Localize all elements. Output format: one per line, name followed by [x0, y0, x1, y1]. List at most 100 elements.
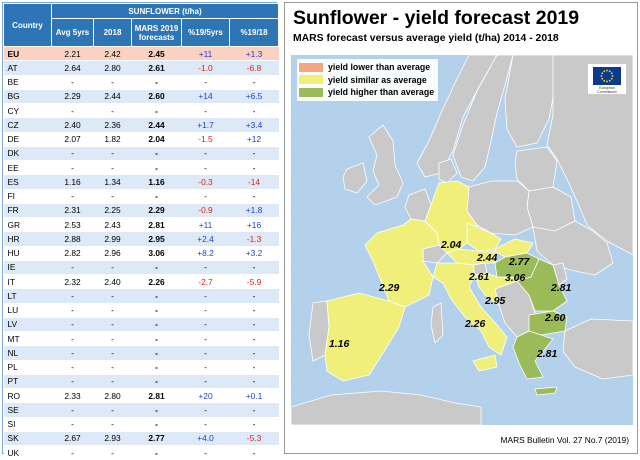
romania-region — [516, 258, 568, 312]
croatia-region — [474, 272, 518, 306]
table-row: DE 2.07 1.82 2.04 -1.5 +12 — [3, 132, 279, 147]
value-label-hungary: 3.06 — [505, 273, 525, 284]
european-commission-logo: European Commission — [587, 63, 627, 95]
cell-y2018: - — [93, 374, 132, 390]
cell-p18: +3.2 — [229, 246, 279, 261]
table-row: EE - - - - - — [3, 160, 279, 176]
cell-avg: 2.29 — [51, 89, 94, 105]
cell-p5: - — [181, 103, 230, 119]
cell-f2019: - — [131, 360, 182, 375]
value-label-spain: 1.16 — [329, 339, 349, 350]
cell-country: IT — [3, 274, 52, 290]
cell-f2019: - — [131, 445, 182, 460]
cell-avg: 2.07 — [51, 132, 94, 147]
cell-f2019: 1.16 — [131, 174, 182, 190]
cell-country: SI — [3, 417, 52, 432]
cell-country: IE — [3, 260, 52, 276]
cell-p5: +1.7 — [181, 117, 230, 133]
table-row: FR 2.31 2.25 2.29 -0.9 +1.8 — [3, 203, 279, 219]
logo-text: European Commission — [597, 86, 617, 94]
cell-p18: - — [229, 160, 279, 176]
cell-country: PT — [3, 374, 52, 390]
ukraine-nodata — [532, 220, 614, 276]
cell-p18: - — [229, 75, 279, 90]
cell-avg: 2.31 — [51, 203, 94, 219]
cell-country: NL — [3, 345, 52, 361]
cell-p5: +2.4 — [181, 231, 230, 247]
cell-avg: - — [51, 345, 94, 361]
cell-y2018: - — [93, 103, 132, 119]
cell-p18: - — [229, 260, 279, 276]
cell-country: CZ — [3, 117, 52, 133]
cell-country: AT — [3, 60, 52, 76]
table-row: LU - - - - - — [3, 303, 279, 318]
cell-country: HR — [3, 231, 52, 247]
cell-country: BE — [3, 75, 52, 90]
cell-p5: - — [181, 303, 230, 318]
table-row: EU 2.21 2.42 2.45 +11 +1.3 — [3, 46, 279, 62]
cell-y2018: - — [93, 345, 132, 361]
cell-p5: - — [181, 317, 230, 333]
cell-country: EU — [3, 46, 52, 62]
eu-star-icon — [610, 77, 613, 80]
cell-p18: +1.3 — [229, 46, 279, 62]
cell-country: RO — [3, 388, 52, 404]
table-row: SE - - - - - — [3, 402, 279, 418]
cell-country: SE — [3, 402, 52, 418]
table-row: IT 2.32 2.40 2.26 -2.7 -5.9 — [3, 274, 279, 290]
cell-f2019: 3.06 — [131, 246, 182, 261]
cell-country: GR — [3, 217, 52, 233]
legend-swatch-lower — [299, 62, 323, 72]
corsica-sardinia-nodata — [430, 302, 444, 344]
eu-star-icon — [600, 75, 603, 77]
table-row: MT - - - - - — [3, 331, 279, 347]
eu-star-icon — [603, 79, 606, 82]
eu-star-icon — [608, 70, 611, 73]
map-panel: Sunflower - yield forecast 2019 MARS for… — [284, 2, 638, 454]
cell-country: HU — [3, 246, 52, 261]
cell-p5: - — [181, 288, 230, 304]
cell-avg: 1.16 — [51, 174, 94, 190]
cell-country: LV — [3, 317, 52, 333]
cell-p5: +14 — [181, 89, 230, 105]
cell-avg: 2.33 — [51, 388, 94, 404]
sunflower-header: SUNFLOWER (t/ha) — [50, 3, 280, 19]
cell-y2018: 2.93 — [93, 431, 132, 447]
cell-f2019: - — [131, 75, 182, 90]
value-label-france: 2.29 — [378, 283, 399, 294]
table-row: HR 2.88 2.99 2.95 +2.4 -1.3 — [3, 231, 279, 247]
eu-flag-icon — [593, 67, 621, 85]
cell-avg: 2.32 — [51, 274, 94, 290]
cell-f2019: 2.26 — [131, 274, 182, 290]
cell-p5: - — [181, 260, 230, 276]
map-title: Sunflower - yield forecast 2019 — [293, 7, 580, 29]
cell-y2018: - — [93, 146, 132, 162]
cell-f2019: - — [131, 374, 182, 390]
table-row: BE - - - - - — [3, 75, 279, 90]
cell-y2018: 2.40 — [93, 274, 132, 290]
cell-y2018: 1.82 — [93, 132, 132, 147]
cell-p18: - — [229, 331, 279, 347]
cell-f2019: - — [131, 345, 182, 361]
cell-y2018: - — [93, 160, 132, 176]
cell-avg: - — [51, 360, 94, 375]
col-avg-5yrs-header: Avg 5yrs — [51, 18, 94, 47]
cell-y2018: - — [93, 288, 132, 304]
cell-avg: 2.40 — [51, 117, 94, 133]
footer-source: MARS Bulletin Vol. 27 No.7 (2019) — [500, 435, 629, 445]
cell-p18: +6.5 — [229, 89, 279, 105]
cell-p18: +0.1 — [229, 388, 279, 404]
value-label-italy: 2.26 — [464, 319, 485, 330]
cell-country: DE — [3, 132, 52, 147]
cell-p18: - — [229, 317, 279, 333]
cell-avg: 2.82 — [51, 246, 94, 261]
cell-country: PL — [3, 360, 52, 375]
map-legend: yield lower than average yield similar a… — [297, 59, 439, 101]
cell-f2019: 2.81 — [131, 388, 182, 404]
cell-country: UK — [3, 445, 52, 460]
cell-y2018: 2.80 — [93, 60, 132, 76]
cell-country: EE — [3, 160, 52, 176]
cell-f2019: 2.04 — [131, 132, 182, 147]
cell-y2018: 2.80 — [93, 388, 132, 404]
cell-country: LU — [3, 303, 52, 318]
